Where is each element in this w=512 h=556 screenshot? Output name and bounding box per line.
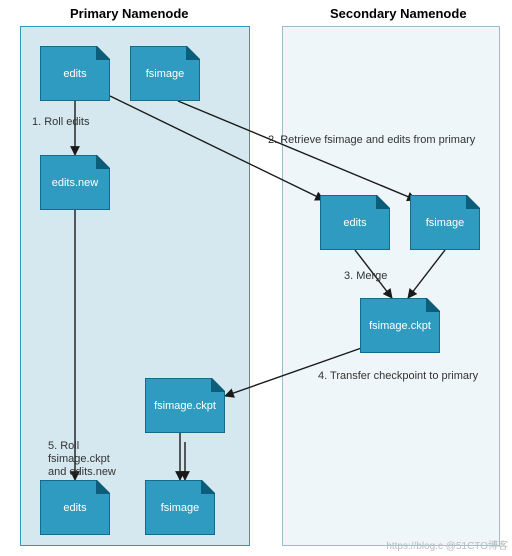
primary-title: Primary Namenode (70, 6, 189, 21)
step-2-label: 2. Retrieve fsimage and edits from prima… (268, 134, 475, 147)
node-s_ckpt: fsimage.ckpt (360, 298, 440, 353)
step-1-label: 1. Roll edits (32, 116, 89, 129)
secondary-title: Secondary Namenode (330, 6, 467, 21)
node-s_edits: edits (320, 195, 390, 250)
watermark-text: https://blog.c @51CTO博客 (386, 537, 508, 552)
secondary-region (282, 26, 500, 546)
step-3-label: 3. Merge (344, 270, 387, 283)
step-4-label: 4. Transfer checkpoint to primary (318, 370, 478, 383)
node-p_fsimage2: fsimage (145, 480, 215, 535)
node-p_ckpt: fsimage.ckpt (145, 378, 225, 433)
node-s_fsimage: fsimage (410, 195, 480, 250)
step-5-label: 5. Roll fsimage.ckpt and edits.new (48, 440, 116, 480)
node-p_edits: edits (40, 46, 110, 101)
node-p_edits_new: edits.new (40, 155, 110, 210)
node-p_edits2: edits (40, 480, 110, 535)
node-p_fsimage: fsimage (130, 46, 200, 101)
